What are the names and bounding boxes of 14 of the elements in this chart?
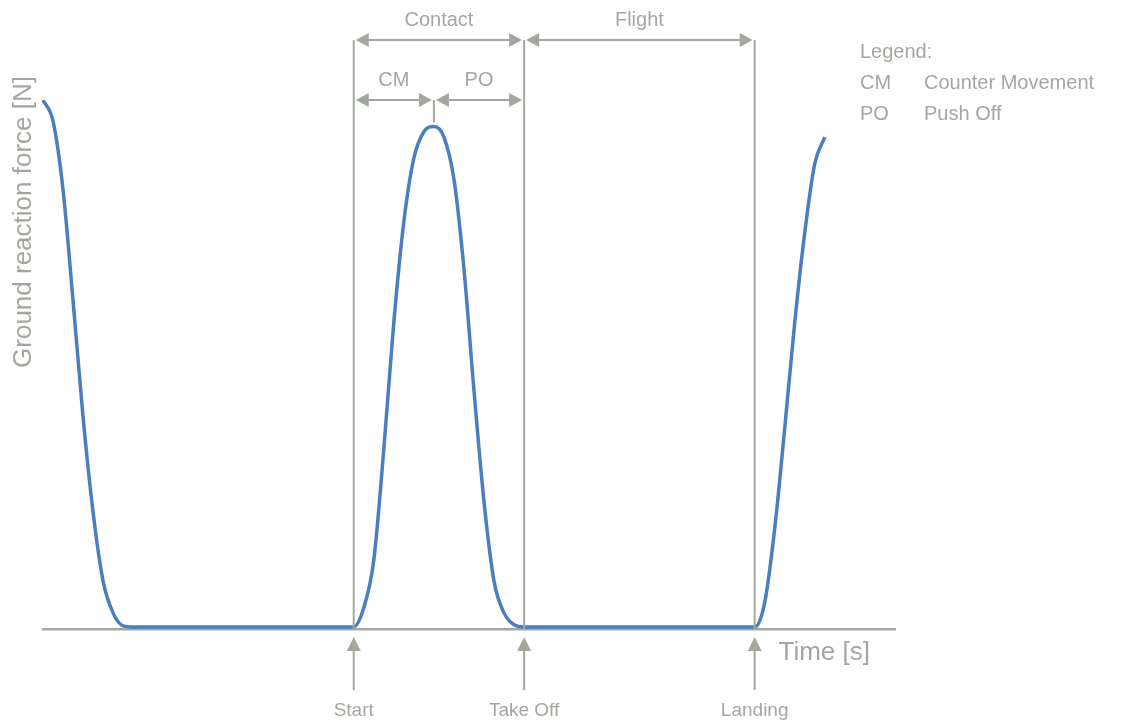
- text: CM: [860, 71, 893, 94]
- text: Push Off: [924, 102, 1003, 125]
- text: Legend:: [860, 40, 934, 63]
- x-tick-label: Landing: [720, 698, 789, 720]
- y-axis-title: Ground reaction force [N]: [7, 76, 38, 368]
- x-tick-label: Take Off: [488, 698, 561, 720]
- text: Counter Movement: [924, 71, 1095, 94]
- text: Contact: [404, 8, 474, 31]
- x-axis-title: Time [s]: [778, 636, 870, 667]
- x-tick-label: Start: [333, 698, 375, 720]
- text: PO: [464, 68, 494, 91]
- text: Flight: [614, 8, 664, 31]
- annotation: PO: [860, 102, 890, 125]
- text: CM: [378, 68, 410, 91]
